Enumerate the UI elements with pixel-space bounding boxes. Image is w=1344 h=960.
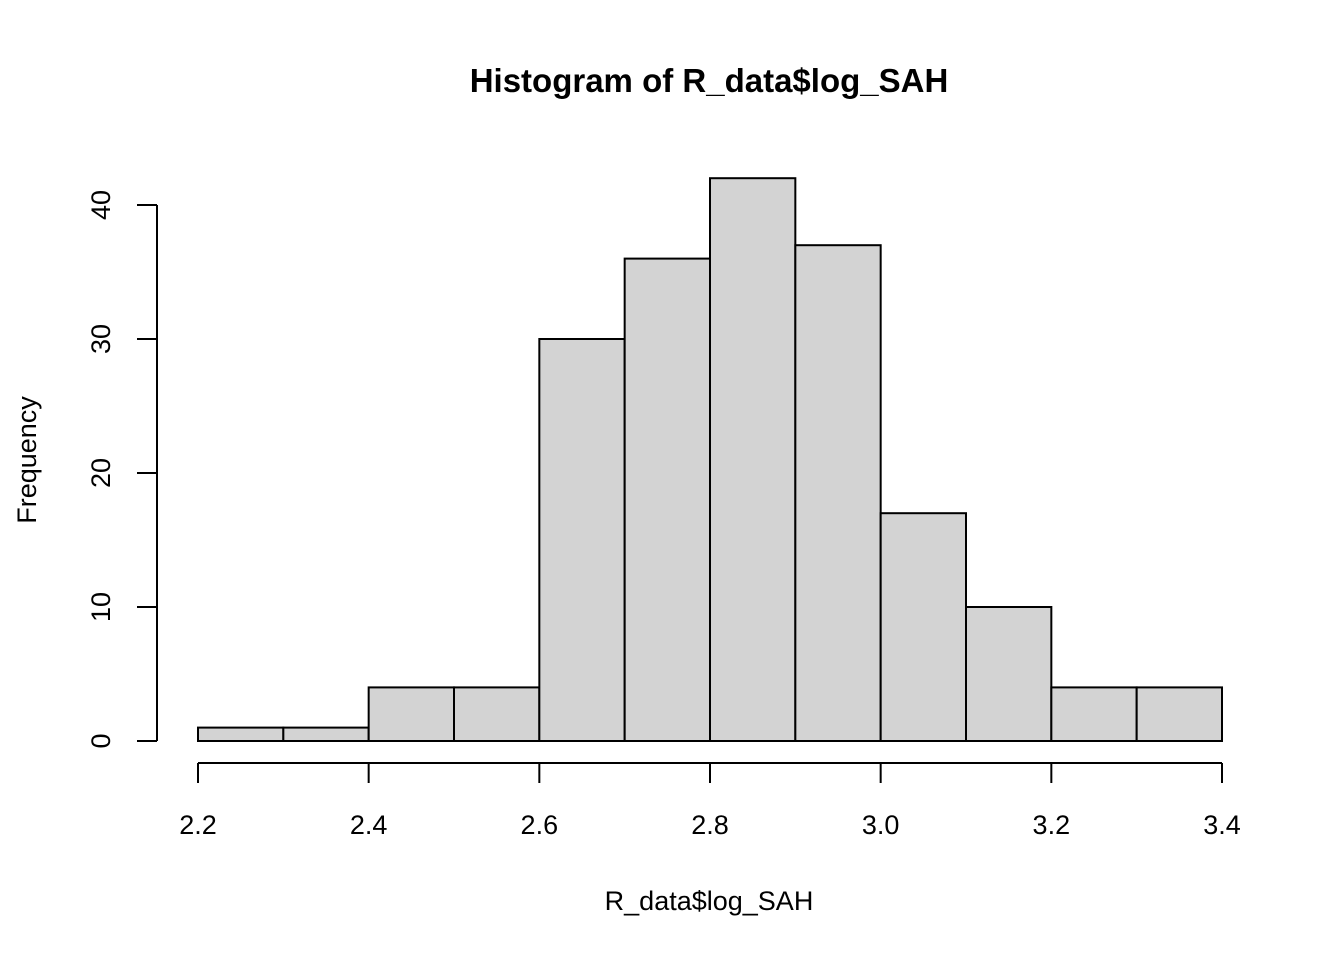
- y-axis: 0 10 20 30 40: [86, 190, 158, 749]
- histogram-bar: [965, 606, 1053, 742]
- y-tick-label: 0: [86, 733, 116, 748]
- x-tick-label: 3.0: [862, 810, 900, 840]
- histogram-bar: [367, 686, 455, 743]
- histogram-bar: [282, 726, 370, 742]
- x-axis-label: R_data$log_SAH: [605, 886, 814, 916]
- y-tick-label: 30: [86, 324, 116, 354]
- histogram-bar: [709, 177, 797, 742]
- y-tick-label: 40: [86, 190, 116, 220]
- y-tick-label: 10: [86, 592, 116, 622]
- x-tick-label: 2.8: [691, 810, 729, 840]
- x-tick-label: 2.6: [521, 810, 559, 840]
- histogram-bar: [879, 512, 968, 743]
- histogram-bar: [1135, 686, 1223, 743]
- x-tick-label: 2.4: [350, 810, 388, 840]
- bars-group: [197, 177, 1223, 743]
- histogram-bar: [623, 257, 712, 742]
- chart-title: Histogram of R_data$log_SAH: [470, 62, 949, 99]
- x-tick-label: 2.2: [179, 810, 217, 840]
- histogram-bar: [453, 686, 541, 743]
- y-tick-label: 20: [86, 458, 116, 488]
- x-axis: 2.2 2.4 2.6 2.8 3.0 3.2 3.4: [179, 762, 1241, 840]
- histogram-bar: [197, 726, 285, 742]
- histogram-bar: [794, 244, 882, 742]
- x-tick-label: 3.4: [1203, 810, 1241, 840]
- histogram-bar: [1050, 686, 1138, 743]
- y-axis-label: Frequency: [12, 396, 42, 524]
- x-tick-label: 3.2: [1033, 810, 1071, 840]
- histogram-bar: [538, 338, 626, 742]
